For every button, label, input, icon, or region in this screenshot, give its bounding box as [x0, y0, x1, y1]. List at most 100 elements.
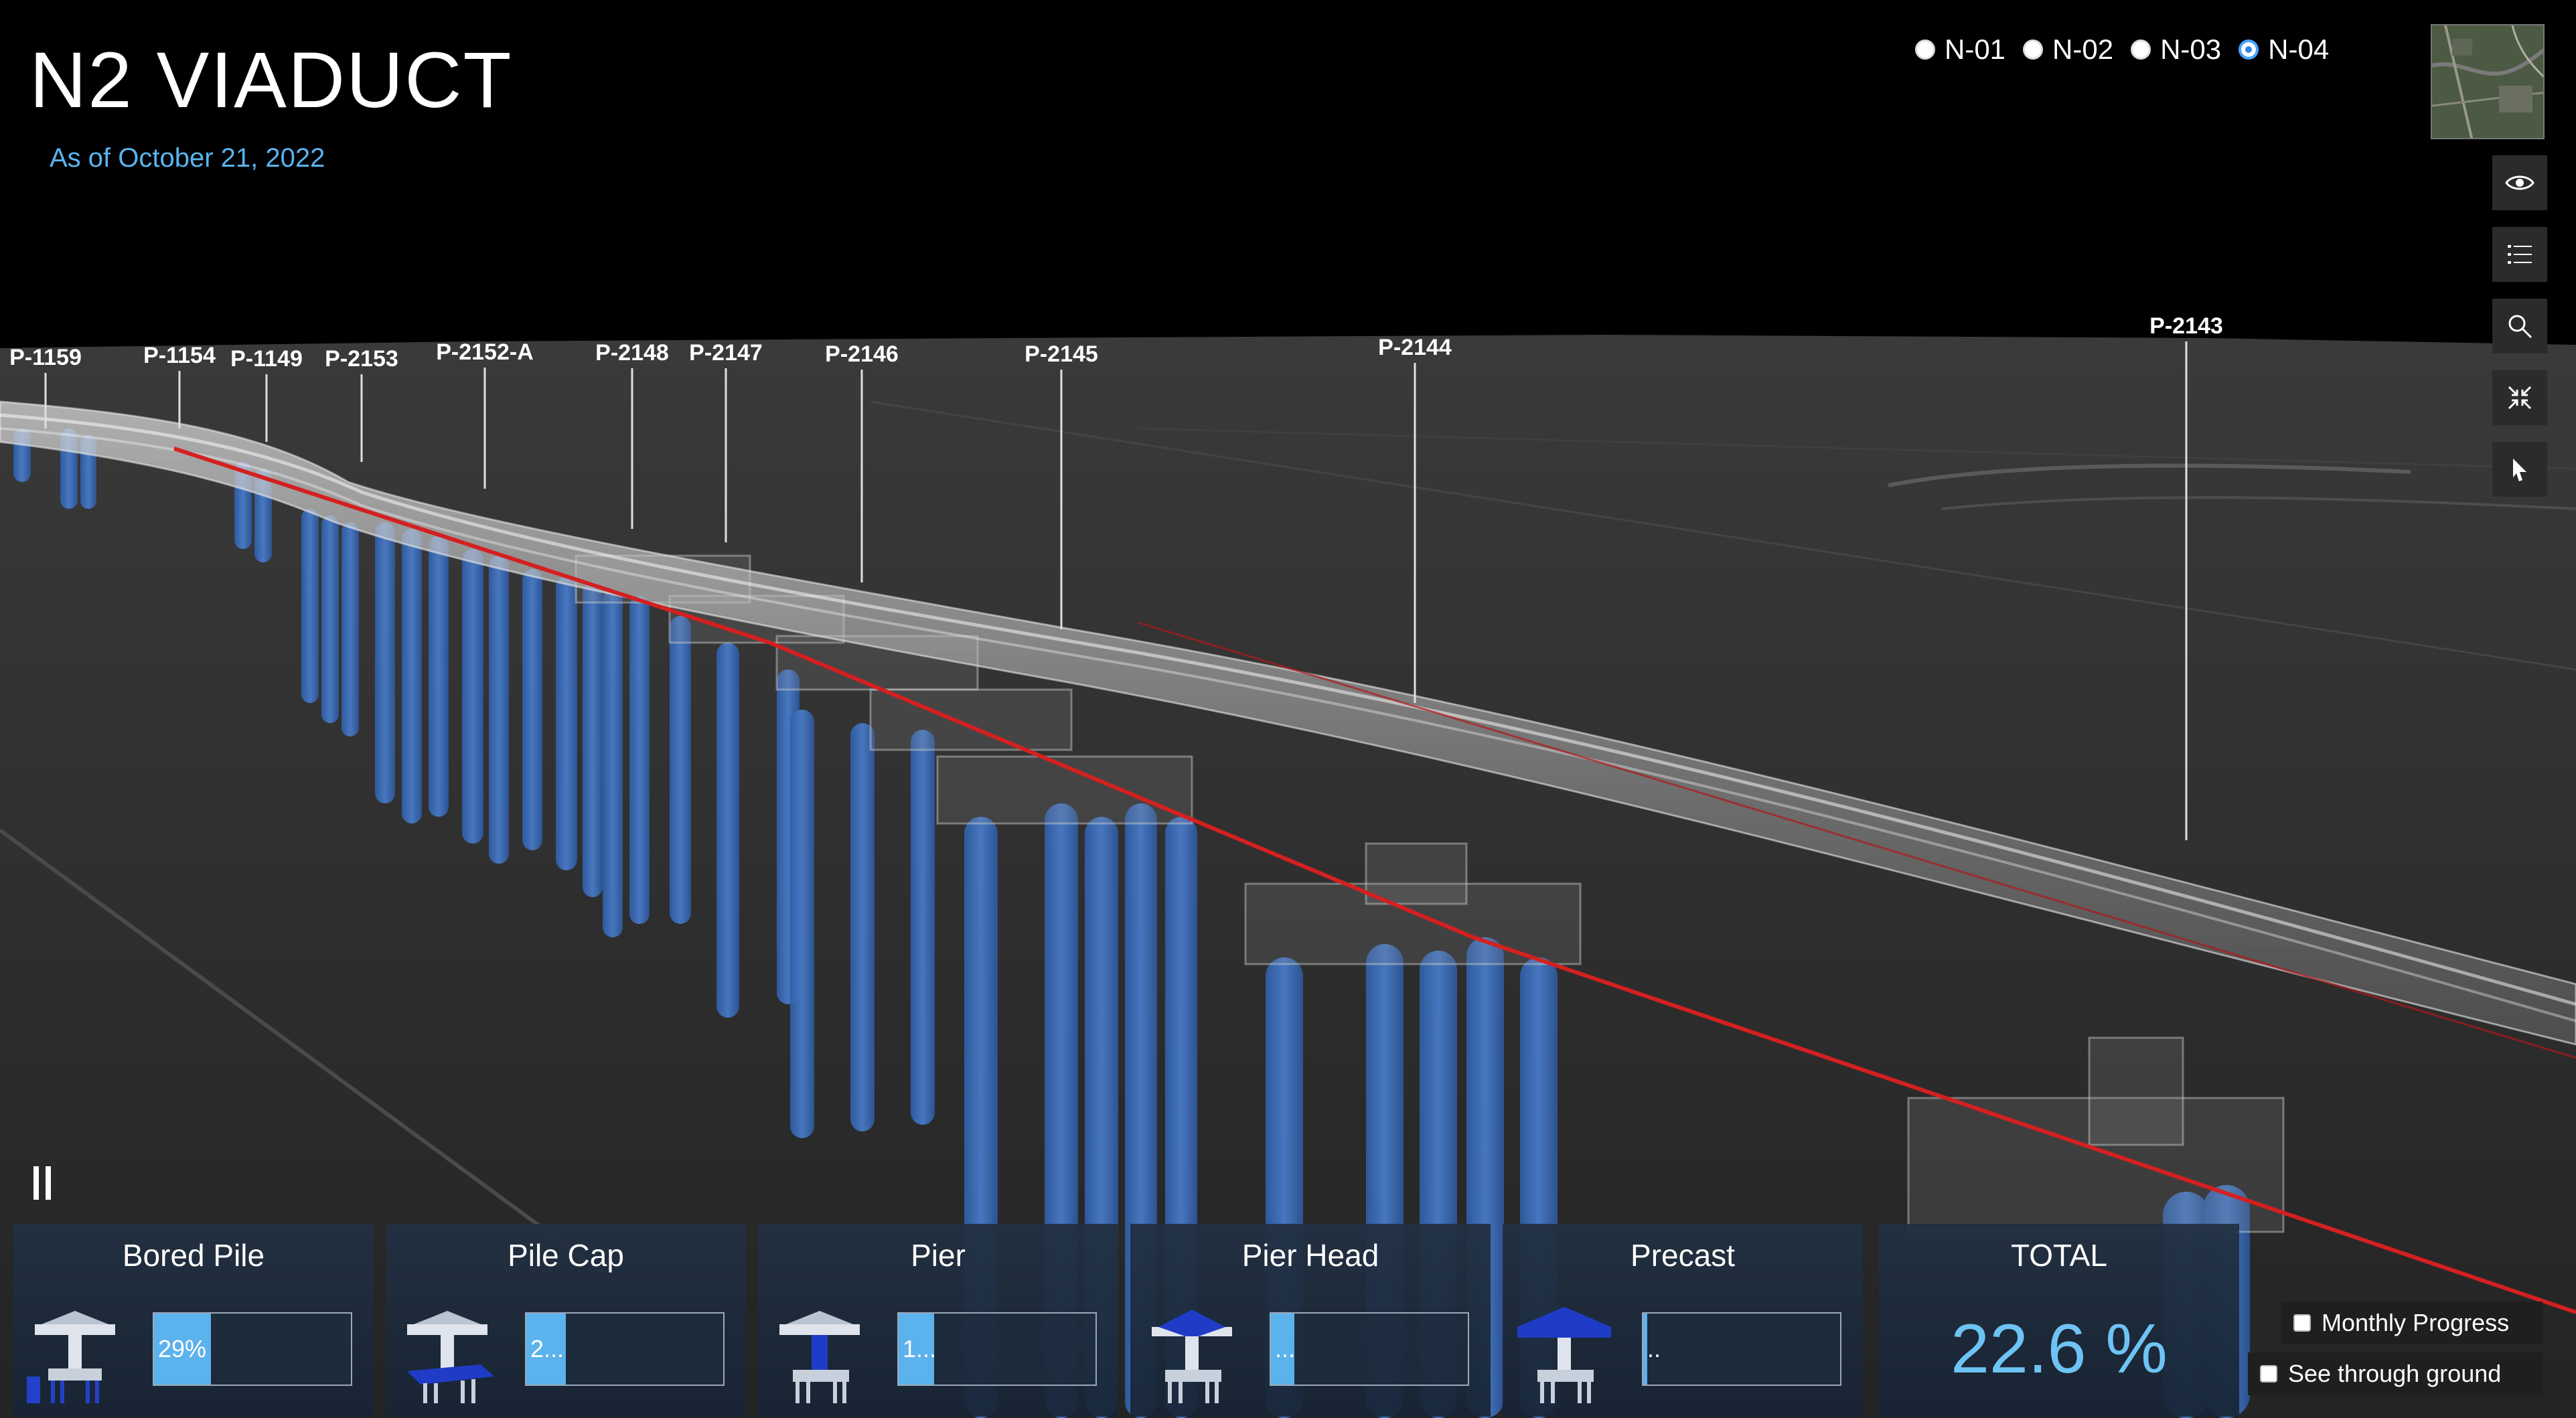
phase-radio-n02[interactable]: N-02 — [2023, 33, 2113, 66]
pier-head-progress-bar: ... — [1270, 1312, 1469, 1386]
pier-label[interactable]: P-2148 — [595, 340, 669, 366]
precast-progress-bar: .. — [1642, 1312, 1841, 1386]
phase-radio-n03[interactable]: N-03 — [2131, 33, 2221, 66]
card-title: Pier Head — [1241, 1238, 1379, 1273]
card-title: TOTAL — [2011, 1238, 2107, 1273]
visibility-button[interactable] — [2492, 155, 2547, 210]
pile-cap[interactable] — [1365, 842, 1468, 905]
phase-label: N-01 — [1945, 33, 2006, 65]
card-title: Bored Pile — [122, 1238, 265, 1273]
progress-fill — [526, 1314, 566, 1385]
monthly-progress-option[interactable]: Monthly Progress — [2281, 1302, 2543, 1344]
progress-text: .. — [1647, 1335, 1661, 1362]
precast-icon — [1517, 1307, 1611, 1403]
bored-pile-icon — [27, 1311, 115, 1403]
pile-cap[interactable] — [936, 755, 1193, 825]
radio-button[interactable] — [1915, 40, 1935, 60]
card-title: Pile Cap — [508, 1238, 624, 1273]
bored-pile[interactable] — [375, 522, 395, 803]
pile-cap[interactable] — [1907, 1097, 2285, 1233]
pier-head-card: Pier Head ... — [1130, 1224, 1491, 1417]
phase-radio-n01[interactable]: N-01 — [1915, 33, 2005, 66]
search-button[interactable] — [2492, 299, 2547, 353]
see-through-ground-option[interactable]: See through ground — [2248, 1352, 2543, 1395]
bored-pile[interactable] — [462, 549, 483, 844]
phase-label: N-04 — [2268, 33, 2330, 65]
bored-pile-card: Bored Pile 29% — [13, 1224, 374, 1417]
progress-fill — [899, 1314, 934, 1385]
bored-pile[interactable] — [911, 730, 935, 1125]
pointer-icon — [2513, 459, 2526, 481]
card-title: Precast — [1631, 1238, 1735, 1273]
phase-radio-n04[interactable]: N-04 — [2239, 33, 2329, 66]
pile-cap-progress-bar: 2... — [525, 1312, 725, 1386]
monthly-progress-checkbox[interactable] — [2293, 1314, 2311, 1332]
layer-list-button[interactable] — [2492, 227, 2547, 282]
bored-pile[interactable] — [429, 536, 449, 817]
pier-label[interactable]: P-2145 — [1025, 341, 1098, 367]
bored-pile[interactable] — [583, 582, 603, 897]
pier-label[interactable]: P-2146 — [825, 341, 899, 367]
pier-label[interactable]: P-1149 — [230, 346, 303, 372]
phase-selector: N-01 N-02 N-03 N-04 — [1915, 33, 2329, 66]
phase-label: N-03 — [2160, 33, 2222, 65]
pause-button[interactable] — [33, 1166, 63, 1204]
bored-pile[interactable] — [522, 569, 542, 850]
pier-label[interactable]: P-2144 — [1378, 335, 1452, 360]
pier-label[interactable]: P-1159 — [9, 345, 82, 370]
progress-text: ... — [1275, 1335, 1296, 1362]
pile-cap[interactable] — [2088, 1036, 2184, 1146]
pier-card: Pier 1... — [758, 1224, 1118, 1417]
pier-label[interactable]: P-2153 — [325, 346, 398, 372]
bored-pile[interactable] — [670, 616, 691, 924]
pier-label[interactable]: P-2147 — [689, 340, 763, 366]
page-title: N2 VIADUCT — [29, 36, 513, 125]
progress-text: 29% — [158, 1335, 207, 1362]
pier-label[interactable]: P-1154 — [143, 343, 216, 368]
search-icon — [2508, 315, 2532, 339]
progress-text: 1... — [903, 1335, 937, 1362]
eye-icon — [2505, 175, 2534, 190]
pier-icon — [779, 1311, 860, 1403]
progress-fill — [1271, 1314, 1295, 1385]
pier-head-icon — [1152, 1310, 1232, 1403]
list-icon — [2508, 245, 2532, 264]
total-card: TOTAL 22.6 % — [1879, 1224, 2239, 1417]
radio-button[interactable] — [2023, 40, 2044, 60]
pier-markers-group: P-1159 P-1154 P-1149 P-2153 P-2152-A P-2148 P-… — [9, 313, 2223, 840]
pile-cap-card: Pile Cap 2... — [386, 1224, 746, 1417]
bored-pile[interactable] — [402, 529, 422, 823]
bored-pile[interactable] — [790, 710, 814, 1138]
bored-pile[interactable] — [342, 522, 359, 736]
map-thumbnail-icon — [2432, 25, 2543, 138]
bored-pile[interactable] — [629, 596, 650, 924]
option-label: Monthly Progress — [2322, 1309, 2510, 1336]
pier-label[interactable]: P-2152-A — [436, 339, 534, 365]
bored-pile[interactable] — [850, 723, 875, 1131]
as-of-date: As of October 21, 2022 — [50, 143, 325, 173]
radio-button-selected[interactable] — [2239, 40, 2259, 60]
progress-fill — [154, 1314, 212, 1385]
total-progress-value: 22.6 % — [1951, 1310, 2168, 1388]
bored-pile[interactable] — [556, 576, 577, 870]
bored-pile[interactable] — [301, 509, 319, 703]
bored-pile[interactable] — [321, 516, 339, 723]
bored-pile[interactable] — [489, 556, 509, 864]
option-label: See through ground — [2288, 1360, 2502, 1387]
card-title: Pier — [911, 1238, 966, 1273]
progress-fill — [1643, 1314, 1647, 1385]
radio-button[interactable] — [2131, 40, 2151, 60]
bored-pile-progress-bar: 29% — [153, 1312, 352, 1386]
pier-progress-bar: 1... — [897, 1312, 1097, 1386]
pause-bar-icon — [33, 1166, 39, 1200]
basemap-thumbnail[interactable] — [2431, 24, 2545, 139]
bored-pile[interactable] — [716, 643, 739, 1018]
bored-pile[interactable] — [603, 589, 623, 937]
collapse-button[interactable] — [2492, 370, 2547, 425]
pile-cap[interactable] — [1244, 882, 1582, 965]
phase-label: N-02 — [2052, 33, 2114, 65]
select-button[interactable] — [2492, 442, 2547, 497]
see-through-ground-checkbox[interactable] — [2260, 1365, 2277, 1383]
pier-label[interactable]: P-2143 — [2149, 313, 2223, 339]
